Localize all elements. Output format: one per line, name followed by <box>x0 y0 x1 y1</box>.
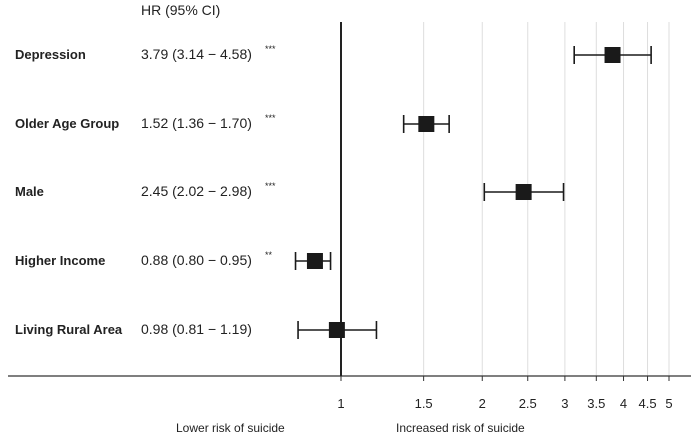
x-tick-label: 1.5 <box>415 396 433 411</box>
significance-stars: *** <box>265 181 276 191</box>
hr-point-marker <box>306 253 323 269</box>
x-tick-label: 2 <box>479 396 486 411</box>
row-label: Depression <box>15 47 86 62</box>
row-label: Higher Income <box>15 253 106 268</box>
x-tick-label: 1 <box>337 396 344 411</box>
hr-point-marker <box>515 184 532 200</box>
hr-ci-value: 3.79 (3.14 − 4.58) <box>141 46 252 62</box>
hr-ci-value: 2.45 (2.02 − 2.98) <box>141 183 252 199</box>
hr-ci-value: 0.98 (0.81 − 1.19) <box>141 321 252 337</box>
hr-point-marker <box>604 47 621 63</box>
hr-ci-value: 0.88 (0.80 − 0.95) <box>141 252 252 268</box>
x-tick-label: 2.5 <box>519 396 537 411</box>
x-tick-label: 4 <box>620 396 627 411</box>
row-label: Older Age Group <box>15 116 120 131</box>
significance-stars: ** <box>265 250 273 260</box>
x-tick-label: 3 <box>561 396 568 411</box>
hr-point-marker <box>328 322 345 338</box>
footer-increased-risk: Increased risk of suicide <box>396 421 525 435</box>
x-tick-label: 4.5 <box>638 396 656 411</box>
x-tick-label: 5 <box>665 396 672 411</box>
footer-lower-risk: Lower risk of suicide <box>176 421 285 435</box>
hr-point-marker <box>418 116 435 132</box>
x-ticks: 1 1.5 2 2.5 3 3.5 4 4.5 5 <box>337 376 673 411</box>
row-label: Living Rural Area <box>15 322 123 337</box>
x-tick-label: 3.5 <box>587 396 605 411</box>
row-label: Male <box>15 184 44 199</box>
estimates <box>294 46 652 339</box>
hr-column-header: HR (95% CI) <box>141 2 221 18</box>
significance-stars: *** <box>265 44 276 54</box>
gridlines <box>423 22 670 376</box>
significance-stars: *** <box>265 113 276 123</box>
hr-ci-value: 1.52 (1.36 − 1.70) <box>141 115 252 131</box>
